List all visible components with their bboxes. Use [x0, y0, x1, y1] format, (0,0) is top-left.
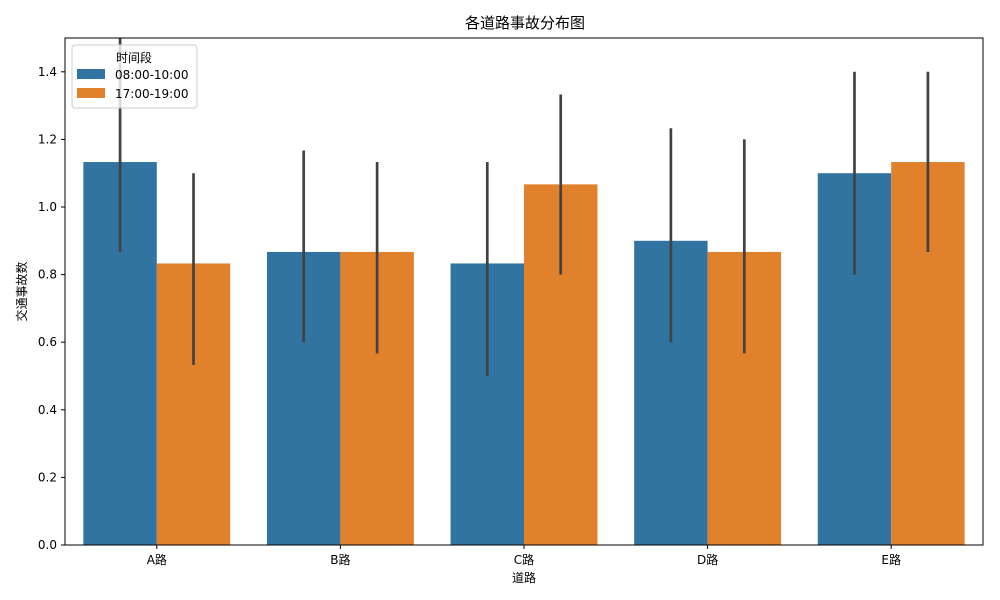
y-tick-label: 0.2: [38, 470, 57, 484]
chart-title: 各道路事故分布图: [464, 14, 585, 32]
y-tick-label: 0.0: [38, 538, 57, 552]
legend-swatch: [77, 69, 105, 79]
x-tick-label: E路: [881, 552, 901, 567]
y-axis-label: 交通事故数: [14, 261, 29, 321]
y-tick-label: 0.4: [38, 403, 57, 417]
legend-title: 时间段: [116, 50, 152, 65]
y-tick-label: 0.8: [38, 268, 57, 282]
legend-swatch: [77, 88, 105, 98]
x-tick-label: B路: [330, 552, 350, 567]
y-tick-label: 1.0: [38, 200, 57, 214]
x-axis-label: 道路: [512, 570, 536, 585]
x-tick-label: C路: [514, 552, 534, 567]
x-tick-label: A路: [147, 552, 167, 567]
y-tick-label: 0.6: [38, 335, 57, 349]
x-tick-label: D路: [697, 552, 718, 567]
y-tick-label: 1.2: [38, 132, 57, 146]
y-tick-label: 1.4: [38, 65, 57, 79]
legend-label: 17:00-19:00: [115, 87, 189, 101]
legend-label: 08:00-10:00: [115, 68, 189, 82]
